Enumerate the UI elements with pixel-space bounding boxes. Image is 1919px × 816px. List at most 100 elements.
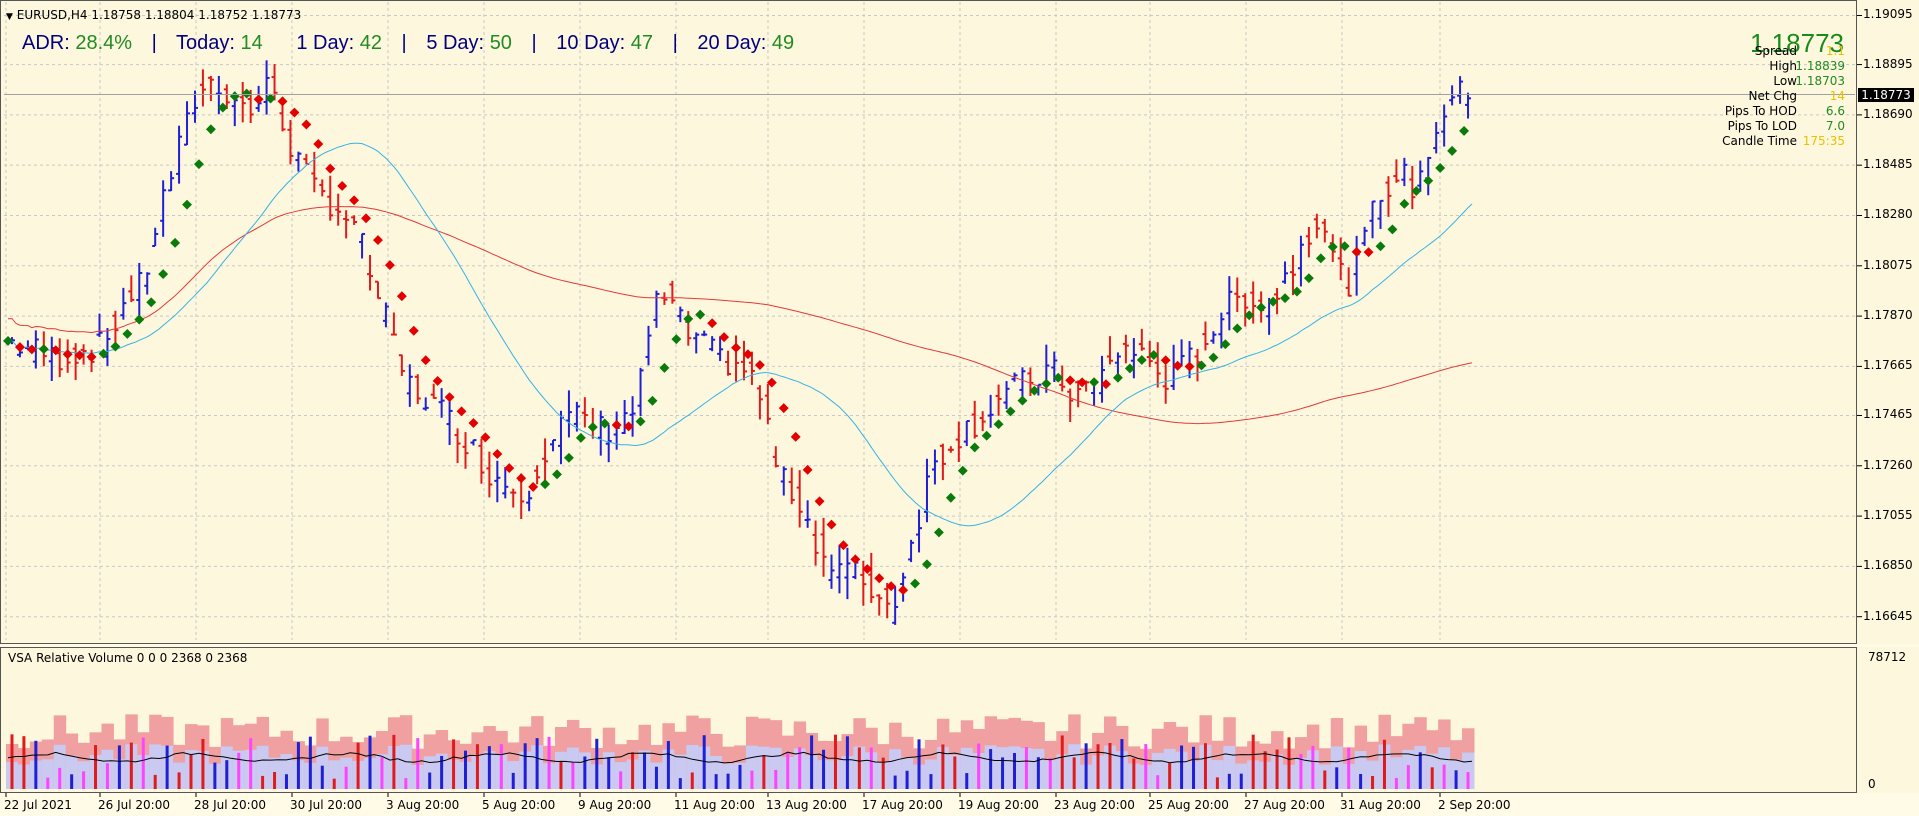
trend-dot [1327,241,1338,252]
trend-dot [623,421,634,432]
volume-band [1366,760,1379,789]
time-tick-label: 11 Aug 20:00 [674,798,755,812]
info-row: Net Chg 14 [1700,89,1845,104]
time-tick-label: 17 Aug 20:00 [862,798,943,812]
volume-bar [46,777,50,789]
volume-max-label: 78712 [1868,650,1907,664]
volume-band [960,747,974,789]
volume-bar [261,775,265,789]
twenty-day-value: 49 [771,32,795,54]
trend-dot [563,452,574,463]
ten-day-label: 10 Day: [556,32,626,54]
volume-bar [702,735,706,789]
info-row: Pips To LOD 7.0 [1700,119,1845,134]
volume-band [710,755,723,789]
trend-dot [575,432,586,443]
trend-dot [277,96,288,107]
volume-bar [344,766,348,789]
symbol-header: ▼ EURUSD,H4 1.18758 1.18804 1.18752 1.18… [6,8,301,22]
trend-dot [1220,339,1231,350]
volume-band [41,759,55,789]
trend-dot [1244,310,1255,321]
trend-dot [1136,355,1147,365]
price-scale[interactable]: 1.19095 1.18895 1.18690 1.18485 1.18280 1.180… [1857,0,1919,644]
time-tick-label: 23 Aug 20:00 [1054,798,1135,812]
volume-bar [1156,775,1160,789]
trend-dot [635,416,646,427]
trend-dot [826,519,837,530]
volume-bar [1239,773,1243,789]
trend-dot [1256,302,1267,313]
volume-bar [1108,743,1112,789]
time-tick-label: 2 Sep 20:00 [1438,798,1511,812]
twenty-day-label: 20 Day: [697,32,767,54]
trend-dot [1375,241,1386,252]
volume-bar [1371,776,1375,789]
price-tick-label: 1.18895 [1863,56,1913,71]
trend-dot [910,578,920,589]
volume-bar [965,773,969,789]
volume-bar [905,770,909,789]
price-tick-label: 1.17055 [1863,508,1913,523]
price-pane[interactable] [0,0,1857,644]
volume-bar [941,744,945,789]
info-row: Candle Time 175:35 [1700,134,1845,149]
trend-dot [1411,186,1422,197]
trend-dot [874,573,885,584]
one-day-label: 1 Day: [296,32,355,54]
info-label: High [1769,59,1797,73]
trend-dot [420,355,431,366]
price-tick-label: 1.18690 [1863,106,1913,121]
info-label: Pips To LOD [1727,119,1797,133]
trend-dot [492,449,503,459]
volume-bar [738,764,742,789]
trend-dot [1447,145,1458,156]
trend-dot [158,269,169,280]
volume-bar [595,738,599,789]
trend-dot [611,420,622,430]
trend-dot [14,342,25,353]
trend-dot [1005,406,1016,417]
trend-dot [587,422,598,433]
volume-band [149,744,162,789]
trend-dot [1339,241,1350,252]
volume-bar [953,756,957,789]
info-value: 6.6 [1825,104,1845,118]
adr-label: ADR: [22,32,70,54]
volume-bar [1024,747,1028,789]
volume-bar [619,771,623,789]
trend-dot [325,163,336,174]
trend-dot [301,119,312,130]
current-price-big: 1.18773 [1750,28,1844,58]
volume-band [769,747,783,789]
trend-dot [1160,355,1171,366]
volume-bar [1036,757,1040,789]
volume-bar [631,752,635,789]
trend-dot [922,559,932,570]
volume-band [328,760,341,789]
volume-bar [666,741,670,789]
volume-bar [547,736,551,789]
price-tick-label: 1.17465 [1863,407,1913,422]
price-tick-label: 1.16645 [1863,608,1913,623]
trend-dot [731,342,741,353]
volume-bar [1084,743,1088,789]
volume-bar [654,766,658,789]
volume-bar [117,745,121,789]
info-panel: Spread 1.1 High 1.18839 Low 1.18703 Net Chg 14 P… [1700,30,1845,149]
volume-bar [284,774,288,789]
volume-bar [213,762,217,789]
price-tick-label: 1.18485 [1863,157,1913,172]
collapse-triangle-icon[interactable]: ▼ [6,12,13,22]
trend-dot [253,94,264,105]
trend-dot [540,479,551,490]
volume-bar [1013,753,1016,789]
volume-bar [1275,749,1279,789]
trend-dot [62,349,73,360]
trend-dot [1459,125,1469,136]
volume-bar [464,750,467,789]
trend-dot [1315,253,1326,264]
trend-dot [1268,296,1279,307]
info-row: Pips To HOD 6.6 [1700,104,1845,119]
